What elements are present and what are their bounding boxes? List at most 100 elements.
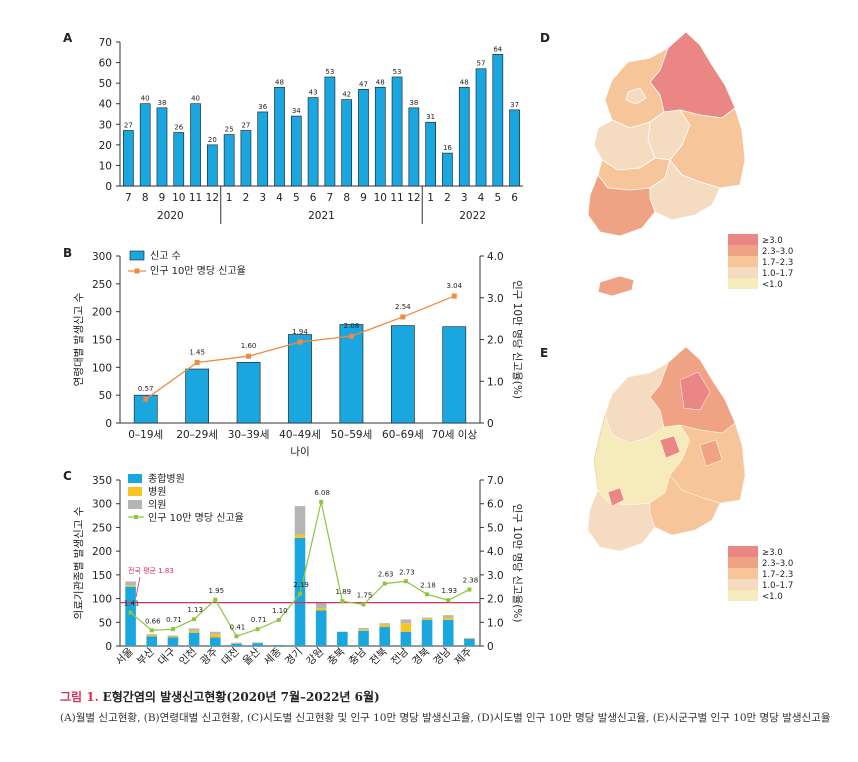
map-d-province: D ≥3.02.3–3.01.7–2.31.0–1.7<1.0 [540, 31, 793, 297]
a-bar-value: 43 [309, 89, 318, 97]
c-bar-clinic [315, 601, 327, 609]
b-y2-axis-title: 인구 10만 명당 신고율(%) [511, 280, 523, 399]
a-bar-value: 42 [342, 91, 351, 99]
a-month-label: 4 [478, 192, 485, 204]
caption-label: 그림 1. [60, 690, 99, 704]
a-y-tick-label: 50 [99, 78, 112, 90]
c-y2-tick-label: 6.0 [487, 499, 504, 511]
b-rate-label: 1.60 [241, 342, 257, 350]
b-rate-label: 3.04 [446, 282, 462, 290]
c-national-avg-label: 전국 평균 1.83 [128, 566, 174, 575]
b-rate-label: 0.57 [138, 385, 154, 393]
c-rate-label: 0.71 [251, 616, 267, 624]
a-bar-value: 20 [208, 136, 217, 144]
b-rate-point [451, 293, 457, 299]
a-month-label: 7 [125, 192, 132, 204]
a-bar [408, 107, 420, 187]
a-y-tick-label: 0 [105, 181, 112, 193]
a-bar-value: 57 [477, 60, 486, 68]
c-bar-general [337, 631, 348, 646]
c-category-label: 제주 [452, 645, 474, 667]
b-bar [236, 362, 261, 424]
c-rate-point [425, 592, 430, 597]
panel-a-bar-chart: A 01020304050607027740838926104011201225… [63, 31, 523, 224]
c-national-avg-arrow [135, 576, 141, 598]
c-bar-clinic [167, 635, 179, 637]
a-y-tick-label: 30 [99, 119, 112, 131]
a-bar-value: 48 [376, 78, 385, 86]
c-bar-general [315, 610, 327, 646]
c-legend-swatch-point [134, 515, 138, 519]
a-y-tick-label: 40 [99, 99, 112, 111]
b-category-label: 70세 이상 [431, 429, 477, 441]
a-month-label: 1 [226, 192, 233, 204]
a-month-label: 8 [343, 192, 350, 204]
c-category-label: 강원 [304, 646, 326, 668]
c-legend-swatch [128, 500, 142, 509]
map-d-jeonnam [587, 174, 656, 237]
c-y2-tick-label: 4.0 [487, 546, 504, 558]
a-bar [307, 97, 319, 187]
map-e-district: E ≥3.02.3–3.01.7–2.31.0–1.7<1.0 [540, 346, 793, 602]
caption-description: (A)월별 신고현황, (B)연령대별 신고현황, (C)시도별 신고현황 및 … [60, 712, 831, 724]
map-legend-label: 2.3–3.0 [762, 559, 793, 569]
c-bar-hospital [146, 635, 158, 637]
b-y-tick-label: 200 [92, 307, 112, 319]
b-y2-tick-label: 4.0 [487, 251, 504, 263]
a-month-label: 9 [360, 192, 367, 204]
c-rate-point [255, 627, 260, 632]
b-y-tick-label: 150 [92, 335, 112, 347]
map-legend-label: 2.3–3.0 [762, 247, 793, 257]
a-bar [207, 144, 218, 187]
a-bar [442, 152, 453, 187]
a-bar-value: 26 [174, 124, 183, 132]
map-legend-swatch [728, 568, 758, 579]
b-category-label: 20–29세 [176, 429, 218, 441]
a-bar-value: 36 [258, 103, 267, 111]
b-y-tick-label: 250 [92, 279, 112, 291]
a-bar-value: 38 [158, 99, 167, 107]
b-bar [339, 324, 364, 424]
map-e-jeonnam [587, 489, 656, 552]
c-bar-general [464, 638, 475, 646]
map-legend-swatch [728, 234, 758, 245]
c-bar-hospital [358, 629, 369, 631]
map-d-letter: D [540, 31, 550, 45]
a-bar-value: 47 [359, 80, 368, 88]
a-year-label: 2021 [308, 210, 335, 222]
c-y-axis-title: 의료기관종별 발생신고 수 [73, 506, 85, 619]
figure-caption: 그림 1. E형간염의 발생신고현황(2020년 7월–2022년 6월) (A… [60, 688, 840, 727]
map-legend-swatch [728, 546, 758, 557]
panel-b-letter: B [63, 246, 72, 260]
a-bar-value: 25 [225, 126, 234, 134]
c-rate-point [319, 499, 324, 504]
map-e-gyeonggi [604, 362, 669, 444]
b-y2-tick-label: 0 [487, 418, 494, 430]
a-bar-value: 40 [141, 95, 150, 103]
a-month-label: 3 [259, 192, 266, 204]
a-bar [139, 103, 151, 187]
map-legend-label: <1.0 [762, 280, 783, 290]
c-legend-swatch [128, 474, 142, 483]
c-rate-label: 0.41 [230, 623, 246, 631]
a-year-label: 2022 [459, 210, 486, 222]
c-bar-hospital [210, 634, 221, 638]
c-bar-hospital [125, 585, 136, 587]
a-month-label: 8 [142, 192, 149, 204]
c-bar-general [167, 637, 179, 646]
a-bar [391, 76, 403, 187]
c-rate-label: 1.75 [357, 592, 373, 600]
c-y2-tick-label: 7.0 [487, 475, 504, 487]
c-bar-clinic [125, 581, 136, 586]
panel-c-region-chart: C 0 50 100 150 200 250 300 350 0 1.0 2.0 3.0 4.0 5.0 6… [63, 469, 523, 668]
c-category-label: 전남 [389, 645, 411, 667]
a-bar-value: 48 [275, 78, 284, 86]
a-bar-value: 27 [241, 121, 250, 129]
b-rate-point [246, 353, 252, 359]
a-bar [274, 86, 285, 187]
c-category-label: 세종 [262, 645, 284, 667]
a-bar [123, 130, 134, 187]
a-y-tick-label: 20 [99, 140, 112, 152]
c-y-tick-label: 200 [92, 546, 112, 558]
a-bar [156, 107, 168, 187]
